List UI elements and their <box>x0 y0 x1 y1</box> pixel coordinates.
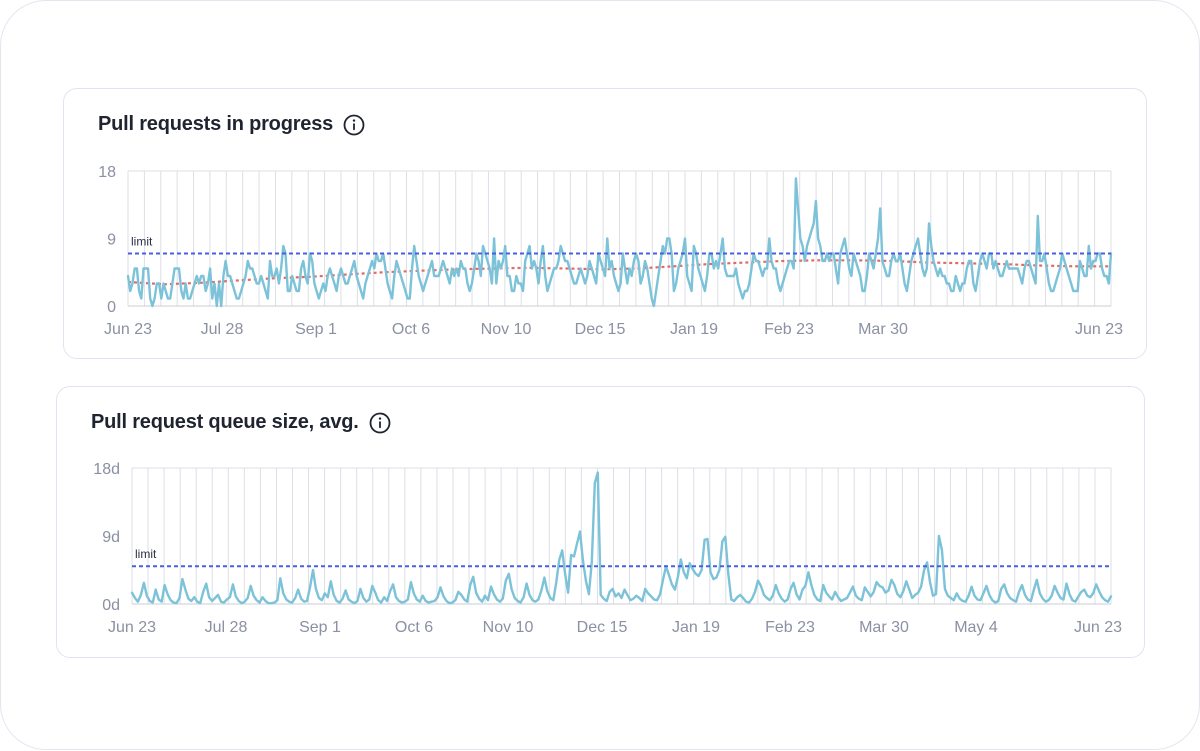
x-tick-label: Sep 1 <box>295 321 337 338</box>
x-tick-label: Jun 23 <box>1075 321 1123 338</box>
x-tick-label: Jun 23 <box>104 321 152 338</box>
info-icon[interactable] <box>343 114 365 136</box>
x-tick-label: Nov 10 <box>481 321 532 338</box>
x-tick-label: Jul 28 <box>201 321 244 338</box>
card-title-prs-in-progress: Pull requests in progress <box>98 113 365 136</box>
x-tick-label: Jan 19 <box>672 619 720 636</box>
y-tick-label: 0d <box>102 597 120 614</box>
card-title-text: Pull request queue size, avg. <box>91 411 359 433</box>
info-icon[interactable] <box>369 412 391 434</box>
card-title-queue-size: Pull request queue size, avg. <box>91 411 391 434</box>
x-tick-label: Feb 23 <box>764 321 814 338</box>
y-tick-label: 9d <box>102 529 120 546</box>
y-tick-label: 0 <box>107 299 116 316</box>
x-tick-label: Mar 30 <box>858 321 908 338</box>
x-tick-label: Sep 1 <box>299 619 341 636</box>
pull-request-queue-size-card: Pull request queue size, avg. <box>56 386 1145 658</box>
x-tick-label: Feb 23 <box>765 619 815 636</box>
x-tick-label: Dec 15 <box>577 619 628 636</box>
limit-label: limit <box>131 235 153 249</box>
pull-requests-in-progress-card: Pull requests in progress <box>63 88 1147 359</box>
y-tick-label: 18d <box>93 461 120 478</box>
x-tick-label: May 4 <box>954 619 998 636</box>
x-tick-label: Jun 23 <box>108 619 156 636</box>
y-tick-label: 9 <box>107 232 116 249</box>
x-tick-label: Jan 19 <box>670 321 718 338</box>
x-tick-label: Nov 10 <box>483 619 534 636</box>
x-tick-label: Jul 28 <box>205 619 248 636</box>
x-tick-label: Oct 6 <box>395 619 433 636</box>
x-tick-label: Dec 15 <box>575 321 626 338</box>
y-tick-label: 18 <box>98 164 116 181</box>
x-tick-label: Mar 30 <box>859 619 909 636</box>
card-title-text: Pull requests in progress <box>98 113 334 135</box>
x-tick-label: Jun 23 <box>1074 619 1122 636</box>
series-line <box>126 177 1113 308</box>
series-line <box>130 471 1113 605</box>
limit-label: limit <box>135 547 157 561</box>
x-tick-label: Oct 6 <box>392 321 430 338</box>
